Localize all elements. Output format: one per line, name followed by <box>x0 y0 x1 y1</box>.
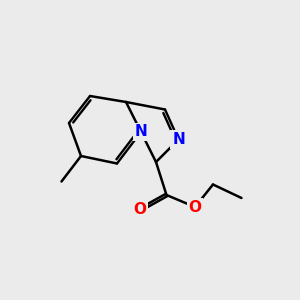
Text: N: N <box>135 124 147 140</box>
Text: O: O <box>188 200 202 214</box>
Text: N: N <box>172 132 185 147</box>
Text: O: O <box>133 202 146 217</box>
